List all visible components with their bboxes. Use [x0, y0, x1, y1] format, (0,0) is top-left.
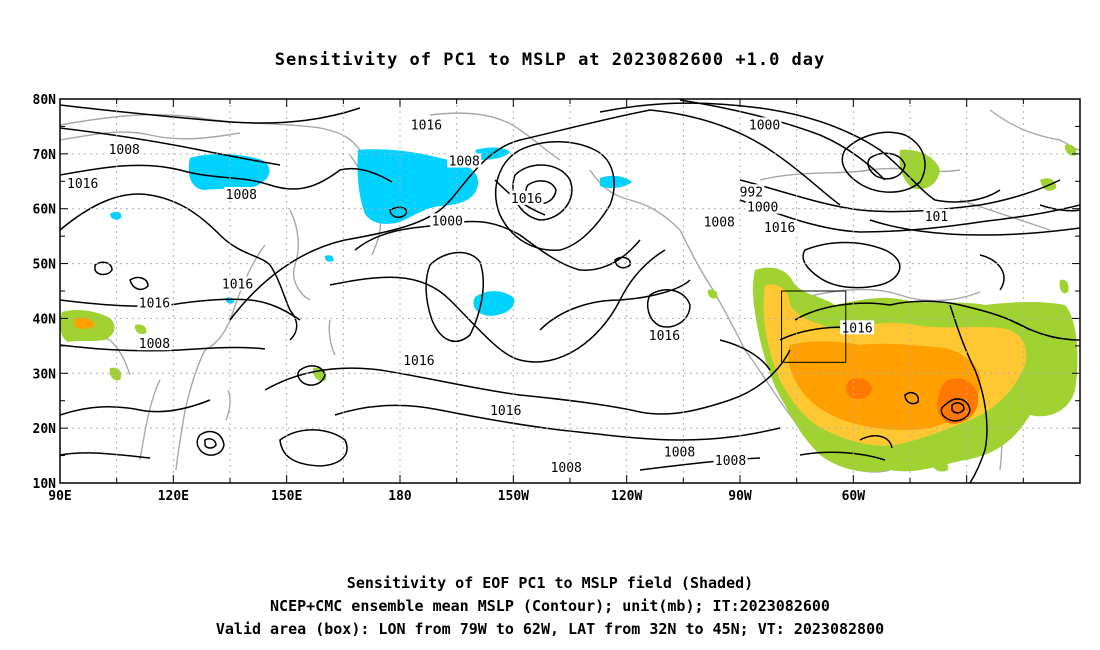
contour-label: 1008	[139, 337, 170, 352]
lat-label: 20N	[33, 422, 57, 437]
contour-label-bg	[401, 353, 436, 368]
contour-label: 1016	[67, 177, 98, 192]
longitude-labels: 90E 120E 150E 180 150W 120W 90W 60W	[48, 489, 865, 504]
contour-label: 1008	[704, 215, 735, 230]
contour-label-bg	[224, 187, 259, 201]
lon-label: 60W	[842, 489, 866, 504]
lon-label: 90E	[48, 489, 71, 504]
contour-label-bg	[220, 276, 255, 291]
contour-label-bg	[488, 403, 523, 418]
lon-label: 150E	[271, 489, 302, 504]
caption-contour: NCEP+CMC ensemble mean MSLP (Contour); u…	[270, 597, 830, 615]
contour-label-bg	[840, 320, 875, 335]
contour-label-bg	[747, 117, 782, 132]
contour-label-bg	[662, 444, 697, 459]
contour-label: 1016	[411, 118, 442, 133]
lat-label: 70N	[33, 148, 57, 163]
contour-label: 1000	[747, 201, 778, 216]
contour-label: 1008	[551, 461, 582, 476]
map-title: Sensitivity of PC1 to MSLP at 2023082600…	[274, 50, 826, 70]
contour-label: 1008	[109, 143, 140, 158]
contour-label: 1016	[841, 321, 872, 336]
caption-valid-area: Valid area (box): LON from 79W to 62W, L…	[215, 620, 885, 638]
caption-shaded: Sensitivity of EOF PC1 to MSLP field (Sh…	[346, 574, 754, 592]
lon-label: 120E	[158, 489, 189, 504]
contour-label-bg	[509, 190, 544, 205]
contour-label: 1016	[222, 277, 253, 292]
contour-label-bg	[137, 295, 172, 310]
contour-label: 1016	[511, 192, 542, 207]
lat-label: 10N	[33, 477, 57, 492]
contour-label-bg	[430, 213, 465, 228]
contour-label-bg	[738, 184, 765, 199]
contour-label: 1008	[664, 445, 695, 460]
contour-label-bg	[762, 219, 797, 234]
contour-label: 1016	[403, 354, 434, 369]
lon-label: 150W	[498, 489, 529, 504]
contour-labels: 1016 1000 1008 1008 1016 992 1008 1016 1000 1000 1…	[65, 117, 950, 476]
lat-label: 40N	[33, 312, 57, 327]
contour-label: 101	[925, 210, 948, 225]
lon-label: 90W	[728, 489, 752, 504]
latitude-labels: 80N 70N 60N 50N 40N 30N 20N 10N	[33, 93, 57, 492]
contour-label: 1008	[449, 155, 480, 170]
contour-label: 1016	[490, 404, 521, 419]
valid-area-box	[781, 290, 847, 363]
lat-label: 80N	[33, 93, 57, 108]
contour-label: 992	[740, 185, 763, 200]
contour-label-bg	[409, 117, 444, 132]
lon-label: 120W	[611, 489, 642, 504]
contour-label-bg	[923, 208, 950, 223]
contour-label-bg	[107, 142, 142, 157]
contour-label: 1016	[649, 329, 680, 344]
lat-label: 60N	[33, 203, 57, 218]
contour-label: 1000	[749, 118, 780, 133]
mslp-contours	[60, 99, 1080, 483]
lat-label: 50N	[33, 258, 57, 273]
contour-label: 1000	[432, 214, 463, 229]
contour-label: 1016	[764, 221, 795, 236]
lat-label: 30N	[33, 367, 57, 382]
lon-label: 180	[388, 489, 412, 504]
sensitivity-map: 1016 1000 1008 1008 1016 992 1008 1016 1000 1000 1…	[33, 93, 1081, 504]
contour-label: 1008	[226, 188, 257, 203]
axis-ticks	[59, 98, 1080, 484]
contour-label-bg	[713, 453, 748, 468]
contour-label-bg	[137, 336, 172, 351]
negative-shading	[110, 147, 632, 316]
contour-label-bg	[447, 153, 482, 168]
contour-label-bg	[65, 176, 100, 191]
contour-label-bg	[702, 214, 737, 229]
positive-shading	[60, 144, 1078, 472]
contour-label: 1008	[715, 454, 746, 469]
contour-label-bg	[549, 460, 584, 475]
lat-lon-grid	[60, 99, 1080, 483]
contour-label-bg	[647, 327, 682, 342]
contour-label: 1016	[139, 297, 170, 312]
contour-label-bg	[745, 199, 780, 214]
